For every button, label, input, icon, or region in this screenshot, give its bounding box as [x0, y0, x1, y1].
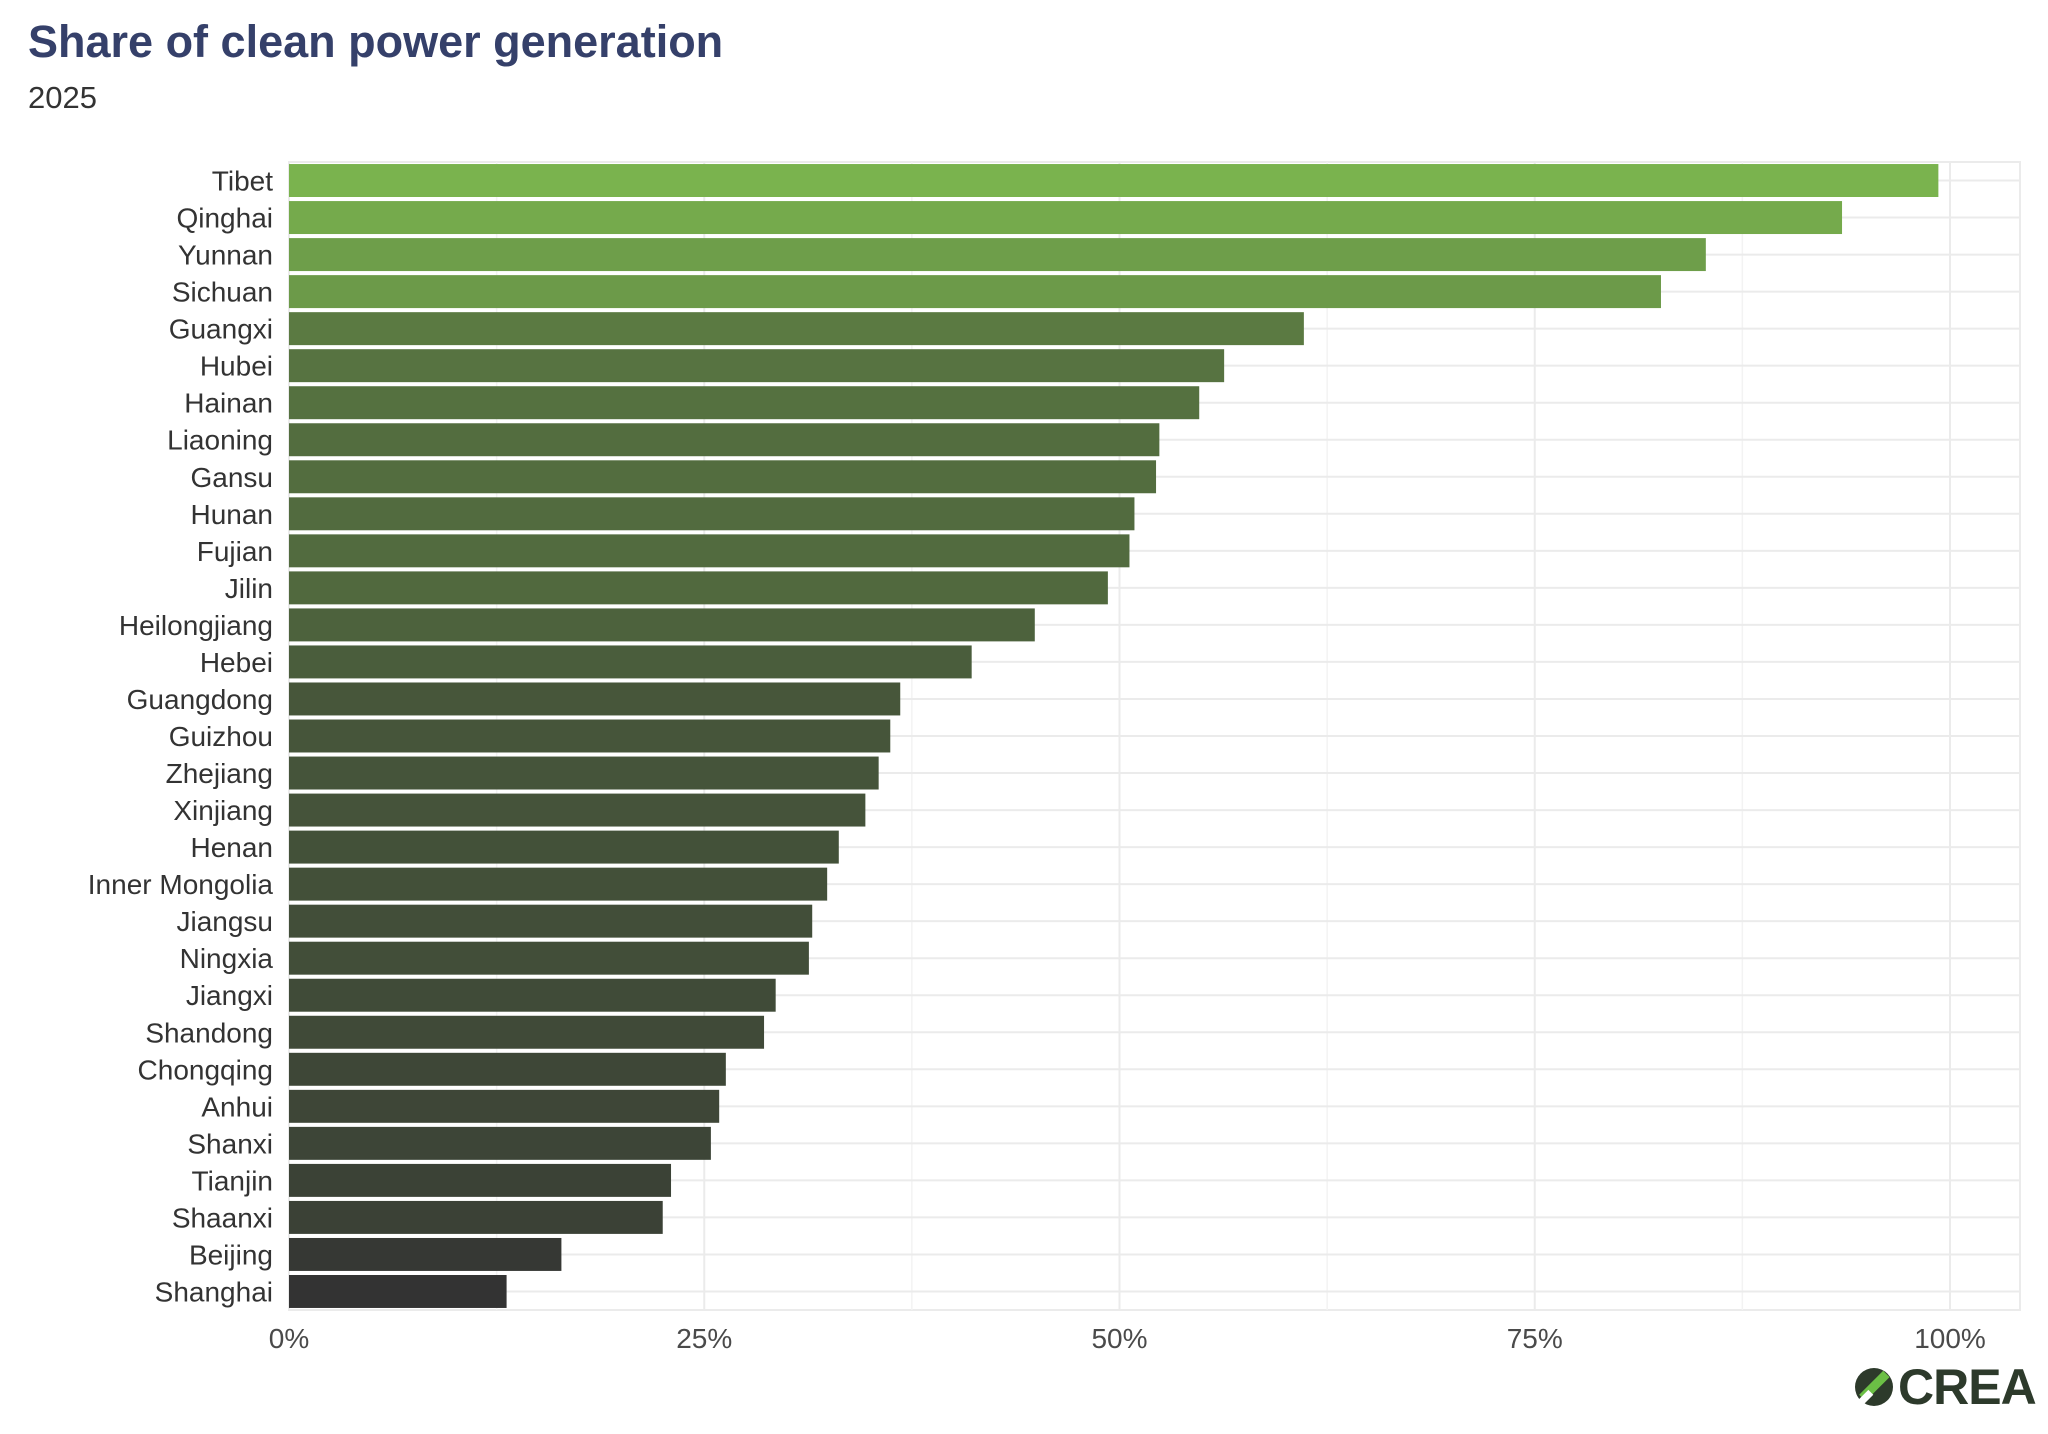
bar — [289, 349, 1225, 383]
crea-logo-text: CREA — [1898, 1359, 2037, 1415]
category-label: Ningxia — [180, 943, 274, 974]
bar — [289, 941, 809, 975]
category-label: Zhejiang — [166, 758, 273, 789]
category-label: Gansu — [191, 462, 274, 493]
bar — [289, 1126, 711, 1160]
bar — [289, 1275, 507, 1308]
category-label: Guangxi — [169, 314, 273, 345]
bar — [289, 312, 1304, 346]
bar — [289, 460, 1157, 494]
category-label: Fujian — [197, 536, 273, 567]
x-tick-label: 25% — [676, 1323, 732, 1354]
category-label: Jiangsu — [176, 906, 273, 937]
bar — [289, 978, 776, 1012]
x-tick-label: 0% — [269, 1323, 309, 1354]
category-label: Sichuan — [172, 277, 273, 308]
category-label: Xinjiang — [173, 795, 273, 826]
bar — [289, 830, 839, 864]
bar — [289, 1052, 726, 1086]
bar — [289, 1237, 562, 1271]
category-label: Jiangxi — [186, 980, 273, 1011]
category-label: Shandong — [145, 1017, 273, 1048]
bar — [289, 645, 972, 679]
category-label: Tianjin — [192, 1165, 273, 1196]
bar — [289, 1163, 672, 1197]
category-label: Hunan — [190, 499, 273, 530]
category-label: Qinghai — [176, 203, 273, 234]
bar — [289, 682, 901, 716]
category-label: Hubei — [200, 351, 273, 382]
category-label: Yunnan — [178, 240, 273, 271]
bar — [289, 1015, 765, 1049]
bar — [289, 1200, 663, 1234]
category-label: Shanxi — [187, 1128, 273, 1159]
category-label: Guizhou — [169, 721, 273, 752]
bar — [289, 867, 828, 901]
bar — [289, 719, 891, 753]
bar — [289, 201, 1843, 235]
category-label: Anhui — [201, 1091, 273, 1122]
bar — [289, 238, 1706, 272]
bar — [289, 756, 879, 790]
category-label: Guangdong — [127, 684, 273, 715]
bar — [289, 1089, 720, 1123]
crea-logo-icon — [1855, 1368, 1893, 1406]
crea-logo: CREA — [1852, 1359, 2037, 1415]
bar — [289, 793, 866, 827]
bar — [289, 571, 1108, 605]
category-label: Henan — [190, 832, 273, 863]
category-label: Jilin — [225, 573, 273, 604]
bar — [289, 423, 1160, 457]
category-label: Liaoning — [167, 425, 273, 456]
category-label: Beijing — [189, 1239, 273, 1270]
category-label: Inner Mongolia — [88, 869, 274, 900]
category-label: Heilongjiang — [119, 610, 273, 641]
x-tick-label: 50% — [1091, 1323, 1147, 1354]
chart-title: Share of clean power generation — [28, 16, 724, 67]
bar — [289, 275, 1661, 309]
bar — [289, 534, 1130, 568]
category-label: Hebei — [200, 647, 273, 678]
x-tick-label: 100% — [1914, 1323, 1986, 1354]
bar — [289, 608, 1035, 642]
bar — [289, 497, 1135, 531]
x-tick-label: 75% — [1507, 1323, 1563, 1354]
bar — [289, 386, 1200, 420]
category-label: Shaanxi — [172, 1202, 273, 1233]
category-label: Chongqing — [138, 1054, 273, 1085]
chart-subtitle: 2025 — [28, 80, 97, 115]
bar — [289, 904, 813, 938]
category-label: Hainan — [184, 388, 273, 419]
category-label: Tibet — [212, 166, 273, 197]
category-label: Shanghai — [155, 1276, 273, 1307]
bar — [289, 164, 1939, 197]
